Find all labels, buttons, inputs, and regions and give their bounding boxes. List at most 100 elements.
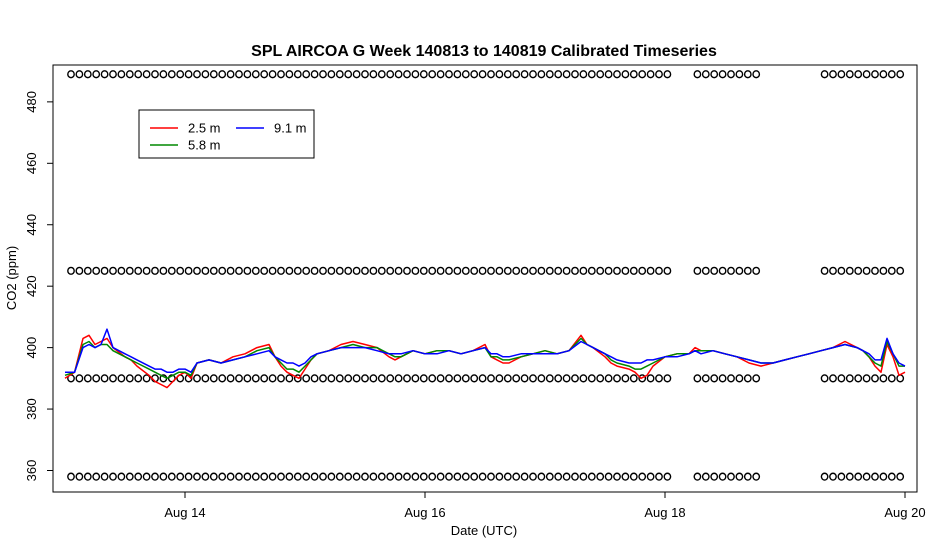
marker-point xyxy=(428,472,437,481)
marker-point xyxy=(369,472,378,481)
marker-point xyxy=(453,472,462,481)
marker-point xyxy=(327,374,336,383)
marker-point xyxy=(752,70,761,79)
y-tick-label: 420 xyxy=(24,275,39,297)
marker-point xyxy=(193,374,201,383)
marker-point xyxy=(310,266,319,275)
marker-point xyxy=(319,472,327,481)
marker-point xyxy=(361,472,369,481)
marker-point xyxy=(478,374,487,383)
marker-point xyxy=(646,70,655,79)
marker-point xyxy=(512,472,521,481)
marker-point xyxy=(638,374,647,383)
marker-point xyxy=(167,266,176,275)
marker-point xyxy=(209,374,218,383)
marker-point xyxy=(411,472,420,481)
marker-point xyxy=(243,70,252,79)
marker-point xyxy=(512,266,521,275)
marker-point xyxy=(293,266,302,275)
marker-point xyxy=(403,70,411,79)
marker-point xyxy=(377,266,386,275)
marker-point xyxy=(562,266,571,275)
marker-point xyxy=(302,374,311,383)
marker-point xyxy=(403,266,411,275)
marker-point xyxy=(293,472,302,481)
marker-point xyxy=(335,70,344,79)
y-axis: 360 380 400 420 440 460 480 xyxy=(24,91,53,481)
marker-point xyxy=(218,472,227,481)
marker-point xyxy=(503,472,512,481)
marker-point xyxy=(854,472,863,481)
marker-point xyxy=(735,374,744,383)
marker-point xyxy=(344,70,353,79)
marker-point xyxy=(896,472,905,481)
marker-point xyxy=(184,70,193,79)
marker-point xyxy=(735,472,744,481)
marker-point xyxy=(604,472,613,481)
marker-point xyxy=(151,70,159,79)
marker-point xyxy=(209,266,218,275)
marker-point xyxy=(386,70,395,79)
marker-point xyxy=(167,70,176,79)
marker-point xyxy=(752,472,761,481)
marker-point xyxy=(176,472,185,481)
marker-point xyxy=(663,472,672,481)
marker-point xyxy=(487,472,495,481)
marker-point xyxy=(361,374,369,383)
x-tick-label: Aug 16 xyxy=(404,505,445,520)
marker-point xyxy=(327,70,336,79)
marker-point xyxy=(845,472,854,481)
marker-point xyxy=(193,472,201,481)
marker-point xyxy=(125,374,134,383)
marker-point xyxy=(134,70,143,79)
marker-point xyxy=(701,472,710,481)
marker-point xyxy=(587,472,596,481)
marker-point xyxy=(596,374,605,383)
marker-point xyxy=(845,266,854,275)
marker-point xyxy=(693,70,702,79)
marker-point xyxy=(571,374,579,383)
marker-point xyxy=(109,70,117,79)
marker-point xyxy=(67,70,75,79)
marker-point xyxy=(638,70,647,79)
marker-point xyxy=(125,266,134,275)
marker-point xyxy=(67,266,75,275)
marker-point xyxy=(260,472,269,481)
marker-point xyxy=(386,472,395,481)
y-tick-label: 440 xyxy=(24,214,39,236)
marker-point xyxy=(109,266,117,275)
marker-point xyxy=(579,266,588,275)
marker-point xyxy=(701,374,710,383)
marker-point xyxy=(201,374,210,383)
plot-frame xyxy=(52,64,918,493)
marker-point xyxy=(260,374,269,383)
marker-point xyxy=(854,266,863,275)
marker-point xyxy=(461,472,470,481)
marker-point xyxy=(629,472,638,481)
marker-point xyxy=(445,374,453,383)
marker-point xyxy=(495,374,504,383)
marker-point xyxy=(896,374,905,383)
marker-point xyxy=(436,472,445,481)
y-tick-label: 360 xyxy=(24,460,39,482)
marker-point xyxy=(419,266,428,275)
marker-point xyxy=(512,374,521,383)
marker-point xyxy=(478,472,487,481)
marker-point xyxy=(743,374,752,383)
marker-point xyxy=(862,374,871,383)
marker-point xyxy=(710,472,719,481)
marker-point xyxy=(743,70,752,79)
marker-point xyxy=(445,472,453,481)
marker-point xyxy=(693,374,702,383)
marker-point xyxy=(285,266,294,275)
marker-point xyxy=(319,374,327,383)
marker-point xyxy=(646,266,655,275)
marker-point xyxy=(743,266,752,275)
marker-point xyxy=(369,374,378,383)
marker-point xyxy=(327,266,336,275)
marker-point xyxy=(621,266,630,275)
marker-point xyxy=(377,374,386,383)
marker-point xyxy=(352,374,361,383)
marker-point xyxy=(470,374,479,383)
marker-point xyxy=(377,70,386,79)
